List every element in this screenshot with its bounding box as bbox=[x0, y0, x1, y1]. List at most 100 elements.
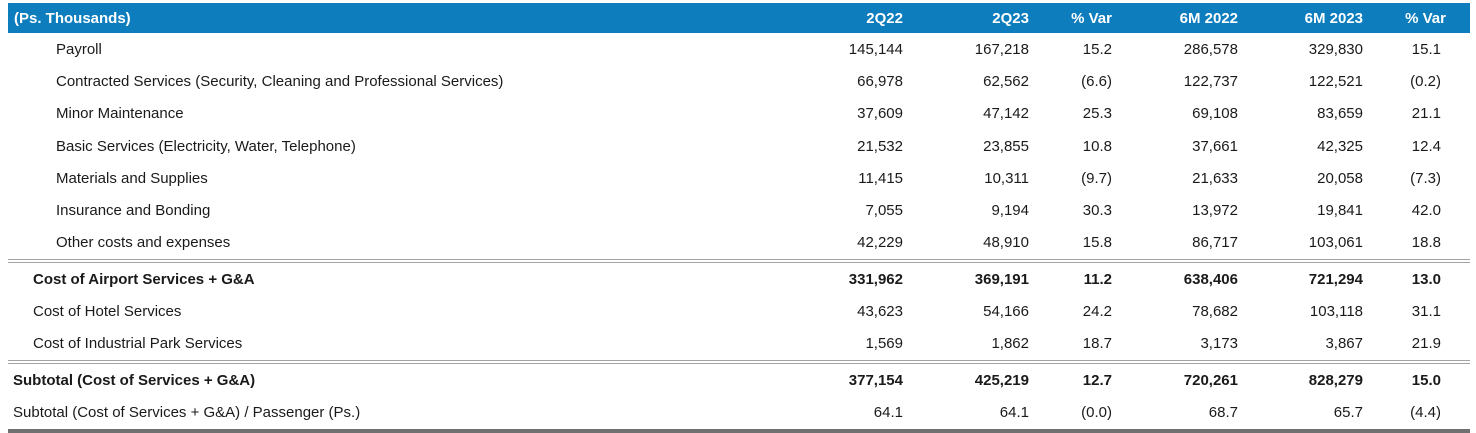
column-header-2q22: 2Q22 bbox=[866, 9, 903, 27]
row-value: 12.7 bbox=[1082, 371, 1112, 389]
row-value: 68.7 bbox=[1208, 403, 1238, 421]
row-value: 3,173 bbox=[1200, 335, 1238, 353]
row-value: 15.2 bbox=[1082, 40, 1112, 58]
table-row: Payroll 145,144 167,218 15.2 286,578 329,830 1… bbox=[8, 33, 1470, 66]
row-value: 369,191 bbox=[974, 270, 1029, 288]
row-value: 7,055 bbox=[865, 202, 903, 220]
row-value: 721,294 bbox=[1308, 270, 1363, 288]
row-value: 122,521 bbox=[1308, 72, 1363, 90]
table-row: Other costs and expenses 42,229 48,910 15.8… bbox=[8, 226, 1470, 260]
column-header-6m2023: 6M 2023 bbox=[1304, 9, 1363, 27]
row-value: 42,325 bbox=[1317, 137, 1363, 155]
row-value: 18.7 bbox=[1082, 335, 1112, 353]
table-row: Materials and Supplies 11,415 10,311 (9.7) 2… bbox=[8, 162, 1470, 195]
row-value: 31.1 bbox=[1411, 303, 1441, 321]
row-value: 83,659 bbox=[1317, 105, 1363, 123]
row-value: 37,609 bbox=[857, 105, 903, 123]
row-value: (7.3) bbox=[1410, 169, 1441, 187]
row-value: 48,910 bbox=[983, 234, 1029, 252]
row-value: 69,108 bbox=[1192, 105, 1238, 123]
table-row: Cost of Industrial Park Services 1,569 1,8… bbox=[8, 327, 1470, 360]
row-label: Minor Maintenance bbox=[56, 105, 184, 123]
row-value: 10.8 bbox=[1082, 137, 1112, 155]
row-value: 720,261 bbox=[1183, 371, 1238, 389]
table-row: Cost of Hotel Services 43,623 54,166 24.2 78… bbox=[8, 295, 1470, 328]
row-label: Cost of Airport Services + G&A bbox=[33, 270, 255, 288]
row-value: 15.1 bbox=[1411, 40, 1441, 58]
row-value: 86,717 bbox=[1192, 234, 1238, 252]
row-value: 15.8 bbox=[1082, 234, 1112, 252]
unit-label: (Ps. Thousands) bbox=[14, 9, 131, 27]
row-label: Cost of Industrial Park Services bbox=[33, 335, 243, 353]
row-label: Basic Services (Electricity, Water, Tele… bbox=[56, 137, 356, 155]
row-value: 103,118 bbox=[1309, 303, 1363, 321]
row-value: 1,569 bbox=[865, 335, 903, 353]
row-value: 377,154 bbox=[848, 371, 903, 389]
row-value: 18.8 bbox=[1411, 234, 1441, 252]
row-label: Cost of Hotel Services bbox=[33, 303, 182, 321]
row-value: 64.1 bbox=[873, 403, 903, 421]
row-value: 15.0 bbox=[1411, 371, 1441, 389]
row-value: 103,061 bbox=[1308, 234, 1363, 252]
row-label: Subtotal (Cost of Services + G&A) / Pass… bbox=[13, 403, 361, 421]
row-value: 43,623 bbox=[857, 303, 903, 321]
row-value: 828,279 bbox=[1308, 371, 1363, 389]
row-value: 30.3 bbox=[1082, 202, 1112, 220]
table-row: Basic Services (Electricity, Water, Tele… bbox=[8, 129, 1470, 163]
row-value: 167,218 bbox=[974, 40, 1029, 58]
cost-of-services-table: (Ps. Thousands) 2Q22 2Q23 % Var 6M 2022 … bbox=[8, 3, 1470, 433]
row-value: 42.0 bbox=[1411, 202, 1441, 220]
table-row: Subtotal (Cost of Services + G&A) / Pass… bbox=[8, 396, 1470, 429]
row-value: 23,855 bbox=[983, 137, 1029, 155]
row-value: 37,661 bbox=[1192, 137, 1238, 155]
table-row: Subtotal (Cost of Services + G&A) 377,154… bbox=[8, 359, 1470, 397]
row-value: 13,972 bbox=[1192, 202, 1238, 220]
row-value: (0.2) bbox=[1410, 72, 1441, 90]
row-value: 286,578 bbox=[1183, 40, 1238, 58]
row-value: 3,867 bbox=[1325, 335, 1363, 353]
row-value: (0.0) bbox=[1081, 403, 1112, 421]
row-value: 65.7 bbox=[1333, 403, 1363, 421]
row-label: Other costs and expenses bbox=[56, 234, 231, 252]
row-label: Materials and Supplies bbox=[56, 169, 208, 187]
row-value: 66,978 bbox=[857, 72, 903, 90]
row-value: 9,194 bbox=[991, 202, 1029, 220]
row-value: 11,415 bbox=[858, 169, 903, 187]
column-header-6m2022: 6M 2022 bbox=[1179, 9, 1238, 27]
row-value: 10,311 bbox=[984, 169, 1029, 187]
row-value: 25.3 bbox=[1082, 105, 1112, 123]
row-value: 145,144 bbox=[848, 40, 903, 58]
row-value: 21,633 bbox=[1192, 169, 1238, 187]
column-header-2q23: 2Q23 bbox=[992, 9, 1029, 27]
row-value: 20,058 bbox=[1317, 169, 1363, 187]
table-row: Cost of Airport Services + G&A 331,962 369… bbox=[8, 259, 1470, 296]
row-value: 329,830 bbox=[1308, 40, 1363, 58]
row-value: 21.9 bbox=[1411, 335, 1441, 353]
table-row: Contracted Services (Security, Cleaning … bbox=[8, 65, 1470, 98]
table-bottom-border bbox=[8, 428, 1470, 433]
row-value: 425,219 bbox=[974, 371, 1029, 389]
row-label: Subtotal (Cost of Services + G&A) bbox=[13, 371, 256, 389]
row-value: 64.1 bbox=[999, 403, 1029, 421]
row-value: 47,142 bbox=[983, 105, 1029, 123]
row-value: 21,532 bbox=[857, 137, 903, 155]
row-value: 62,562 bbox=[983, 72, 1029, 90]
table-row: Insurance and Bonding 7,055 9,194 30.3 13,97… bbox=[8, 194, 1470, 227]
row-value: (9.7) bbox=[1081, 169, 1112, 187]
row-value: 54,166 bbox=[983, 303, 1029, 321]
table-header-row: (Ps. Thousands) 2Q22 2Q23 % Var 6M 2022 … bbox=[8, 3, 1470, 33]
row-value: 21.1 bbox=[1411, 105, 1441, 123]
column-header-var-quarter: % Var bbox=[1071, 9, 1112, 27]
row-value: (4.4) bbox=[1410, 403, 1441, 421]
row-value: 11.2 bbox=[1083, 270, 1112, 288]
row-value: 19,841 bbox=[1317, 202, 1363, 220]
row-value: 42,229 bbox=[857, 234, 903, 252]
row-value: 78,682 bbox=[1192, 303, 1238, 321]
row-value: 331,962 bbox=[848, 270, 903, 288]
row-value: 12.4 bbox=[1411, 137, 1441, 155]
row-value: (6.6) bbox=[1081, 72, 1112, 90]
row-label: Contracted Services (Security, Cleaning … bbox=[56, 72, 504, 90]
column-header-var-6m: % Var bbox=[1405, 9, 1446, 27]
table-body: Payroll 145,144 167,218 15.2 286,578 329,830 1… bbox=[8, 33, 1470, 429]
